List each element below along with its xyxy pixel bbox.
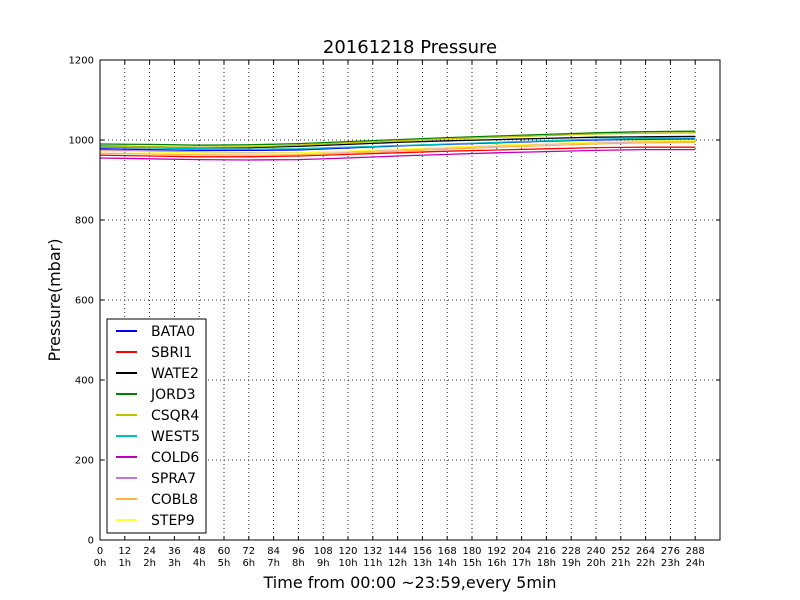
x-tick-hour-label: 17h — [512, 558, 531, 569]
x-tick-hour-label: 22h — [636, 558, 655, 569]
x-tick-hour-label: 6h — [242, 558, 255, 569]
series-line-jord3 — [99, 130, 696, 146]
x-tick-label: 36 — [168, 546, 181, 557]
x-tick-label: 120 — [338, 546, 357, 557]
x-tick-hour-label: 20h — [586, 558, 605, 569]
x-tick-label: 240 — [586, 546, 605, 557]
x-tick-hour-label: 24h — [686, 558, 705, 569]
x-tick-label: 180 — [462, 546, 481, 557]
legend-box — [106, 318, 207, 534]
legend-label-spra7: SPRA7 — [151, 471, 196, 487]
x-tick-hour-label: 7h — [267, 558, 280, 569]
y-tick-label: 600 — [75, 296, 94, 307]
x-tick-label: 156 — [413, 546, 432, 557]
legend-label-west5: WEST5 — [151, 429, 200, 445]
legend-label-bata0: BATA0 — [151, 324, 195, 340]
x-tick-label: 108 — [314, 546, 333, 557]
x-tick-hour-label: 19h — [562, 558, 581, 569]
legend-label-csqr4: CSQR4 — [151, 408, 199, 424]
x-tick-label: 192 — [487, 546, 506, 557]
x-tick-label: 204 — [512, 546, 531, 557]
x-tick-label: 72 — [242, 546, 255, 557]
x-tick-label: 228 — [562, 546, 581, 557]
x-tick-label: 132 — [363, 546, 382, 557]
legend-label-sbri1: SBRI1 — [151, 345, 192, 361]
y-axis-label: Pressure(mbar) — [45, 239, 64, 362]
x-tick-hour-label: 23h — [661, 558, 680, 569]
x-tick-label: 60 — [218, 546, 231, 557]
x-tick-hour-label: 12h — [388, 558, 407, 569]
legend-label-cold6: COLD6 — [151, 450, 199, 466]
series-line-sbri1 — [99, 146, 696, 158]
y-tick-label: 0 — [88, 536, 94, 547]
x-tick-hour-label: 10h — [338, 558, 357, 569]
y-tick-label: 200 — [75, 456, 94, 467]
series-line-west5 — [99, 137, 696, 150]
x-axis-label: Time from 00:00 ~23:59,every 5min — [263, 573, 557, 592]
x-tick-hour-label: 1h — [118, 558, 131, 569]
x-tick-hour-label: 15h — [462, 558, 481, 569]
x-tick-hour-label: 3h — [168, 558, 181, 569]
y-tick-label: 800 — [75, 216, 94, 227]
legend-label-step9: STEP9 — [151, 513, 195, 529]
x-tick-label: 264 — [636, 546, 655, 557]
x-tick-hour-label: 2h — [143, 558, 156, 569]
x-tick-label: 24 — [143, 546, 156, 557]
x-tick-hour-label: 4h — [193, 558, 206, 569]
legend: BATA0 SBRI1 WATE2 JORD3 CSQR4 WEST5 COLD6 SPRA7… — [106, 318, 207, 534]
x-tick-hour-label: 13h — [413, 558, 432, 569]
x-tick-label: 12 — [118, 546, 131, 557]
y-tick-label: 400 — [75, 376, 94, 387]
series-line-step9 — [99, 139, 696, 154]
legend-label-cobl8: COBL8 — [151, 492, 198, 508]
series-line-csqr4 — [99, 132, 696, 148]
series-line-cold6 — [99, 148, 696, 161]
x-tick-hour-label: 0h — [94, 558, 107, 569]
legend-label-jord3: JORD3 — [150, 387, 196, 403]
x-tick-hour-label: 9h — [317, 558, 330, 569]
x-tick-label: 48 — [193, 546, 206, 557]
x-tick-label: 0 — [97, 546, 103, 557]
x-tick-label: 276 — [661, 546, 680, 557]
x-tick-label: 96 — [292, 546, 305, 557]
series-line-cobl8 — [99, 141, 696, 156]
x-tick-hour-label: 8h — [292, 558, 305, 569]
x-tick-label: 216 — [537, 546, 556, 557]
legend-label-wate2: WATE2 — [151, 366, 199, 382]
y-tick-label: 1200 — [69, 56, 94, 67]
x-tick-hour-label: 11h — [363, 558, 382, 569]
x-tick-hour-label: 21h — [611, 558, 630, 569]
chart-title: 20161218 Pressure — [323, 37, 497, 58]
x-tick-hour-label: 14h — [438, 558, 457, 569]
x-tick-hour-label: 5h — [218, 558, 231, 569]
x-tick-label: 168 — [438, 546, 457, 557]
y-axis-ticks: 0 200 400 600 800 1000 1200 — [69, 56, 720, 547]
x-tick-label: 84 — [267, 546, 280, 557]
x-tick-hour-label: 16h — [487, 558, 506, 569]
y-tick-label: 1000 — [69, 136, 94, 147]
x-tick-hour-label: 18h — [537, 558, 556, 569]
x-tick-label: 144 — [388, 546, 407, 557]
x-tick-label: 288 — [686, 546, 705, 557]
x-tick-label: 252 — [611, 546, 630, 557]
series-lines — [99, 130, 696, 161]
